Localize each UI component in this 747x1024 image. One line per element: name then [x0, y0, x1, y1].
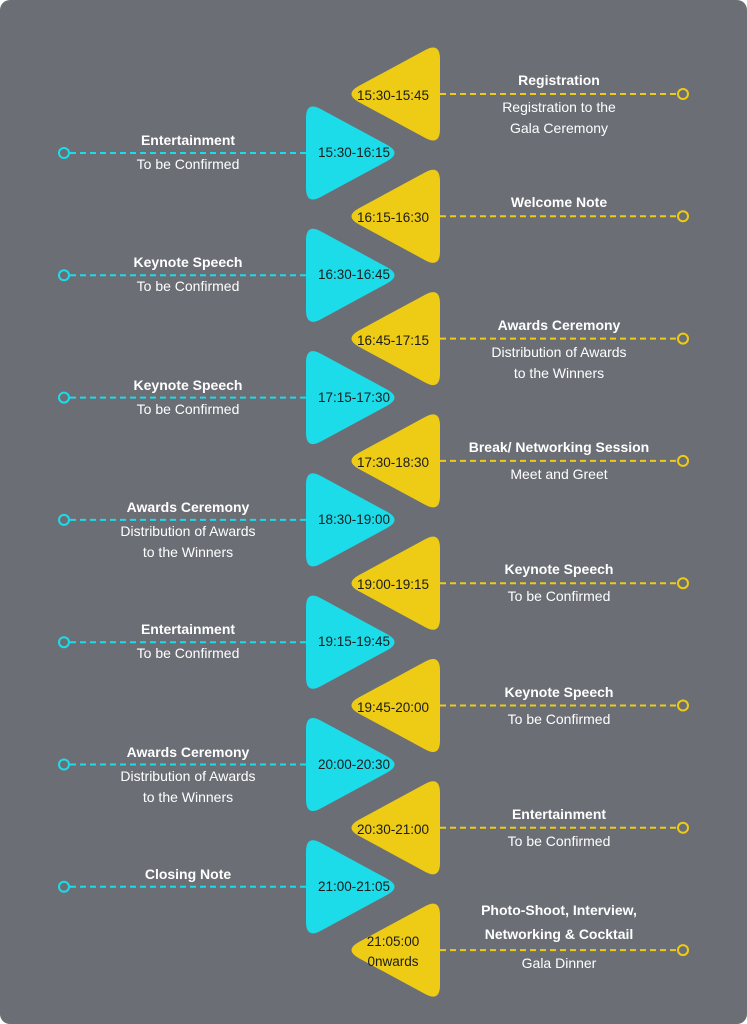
connector-dot-right: [677, 944, 689, 957]
time-marker-right: [351, 536, 440, 630]
connector-dot-right: [677, 699, 689, 712]
connector-dot-left: [58, 391, 70, 404]
time-label: 17:30-18:30: [356, 454, 430, 470]
event-title: Awards Ceremony: [497, 316, 621, 333]
event-title: Entertainment: [140, 621, 236, 638]
time-label: 19:15-19:45: [317, 634, 391, 650]
time-label: 19:00-19:15: [356, 577, 430, 593]
time-label: 15:30-16:15: [317, 145, 391, 160]
event-title: Awards Ceremony: [126, 498, 250, 515]
connector-dot-right: [677, 210, 689, 223]
time-marker-left: [306, 595, 395, 689]
event-title: Registration: [518, 72, 600, 88]
event-description: To be Confirmed: [136, 400, 240, 417]
connector-dot-right: [677, 88, 689, 100]
event-title: Keynote Speech: [504, 561, 614, 578]
time-label: 17:15-17:30: [317, 389, 391, 405]
event-description: To be Confirmed: [136, 278, 240, 295]
time-marker-left: [306, 106, 395, 200]
time-label: 18:30-19:00: [317, 511, 391, 527]
event-title: Awards Ceremony: [126, 743, 250, 760]
time-label: 19:45-20:00: [356, 699, 430, 715]
event-title: Keynote Speech: [504, 683, 614, 700]
event-description: Meet and Greet: [510, 465, 608, 482]
event-description: to the Winners: [142, 543, 234, 560]
time-label: 16:45-17:15: [356, 332, 430, 348]
time-marker-right: [351, 658, 440, 753]
event-description: To be Confirmed: [136, 645, 240, 662]
event-description: Distribution of Awards: [120, 522, 256, 539]
time-marker-left: [306, 351, 395, 445]
connector-dot-right: [677, 577, 689, 590]
connector-dot-left: [58, 636, 70, 649]
connector-dot-left: [58, 269, 70, 282]
time-marker-left: [306, 228, 395, 322]
connector-dot-right: [677, 454, 689, 467]
time-marker-right: [351, 903, 440, 997]
time-marker-right: [351, 781, 440, 875]
time-label: 21:05:00: [366, 934, 420, 950]
event-title: Closing Note: [144, 865, 232, 882]
time-marker-right: [351, 169, 440, 263]
event-title: Keynote Speech: [133, 254, 243, 271]
event-description: To be Confirmed: [136, 156, 240, 172]
event-description: To be Confirmed: [507, 588, 611, 605]
event-description: to the Winners: [142, 788, 234, 805]
time-marker-left: [306, 840, 395, 934]
event-title: Entertainment: [511, 805, 607, 822]
time-marker-left: [306, 717, 395, 812]
connector-dot-left: [58, 880, 70, 893]
event-description: Gala Ceremony: [509, 120, 609, 136]
event-title: Entertainment: [140, 132, 236, 148]
event-description: Distribution of Awards: [491, 343, 627, 360]
connector-dot-left: [58, 758, 70, 771]
connector-dot-left: [58, 147, 70, 159]
time-marker-right: [351, 414, 440, 508]
event-description: Gala Dinner: [521, 955, 597, 972]
event-description: Registration to the: [502, 99, 616, 115]
event-description: to the Winners: [513, 364, 605, 381]
time-label: 20:00-20:30: [317, 756, 391, 772]
connector-dot-right: [677, 821, 689, 834]
event-title: Keynote Speech: [133, 376, 243, 393]
time-label: 16:15-16:30: [356, 210, 430, 226]
event-title: Welcome Note: [510, 194, 608, 211]
time-marker-left: [306, 473, 395, 567]
time-marker-right: [351, 292, 440, 386]
event-title: Break/ Networking Session: [468, 438, 650, 455]
time-label: 16:30-16:45: [317, 267, 391, 283]
event-title: Photo-Shoot, Interview, Networking & Coc…: [481, 902, 637, 943]
event-description: To be Confirmed: [507, 710, 611, 727]
time-label: 20:30-21:00: [356, 821, 430, 837]
time-label: 0nwards: [367, 954, 419, 970]
connector-dot-left: [58, 513, 70, 526]
connector-dot-right: [677, 332, 689, 345]
time-label: 15:30-15:45: [356, 88, 430, 103]
event-description: Distribution of Awards: [120, 767, 256, 784]
event-description: To be Confirmed: [507, 832, 611, 849]
time-marker-right: [351, 47, 440, 141]
time-label: 21:00-21:05: [317, 878, 391, 894]
